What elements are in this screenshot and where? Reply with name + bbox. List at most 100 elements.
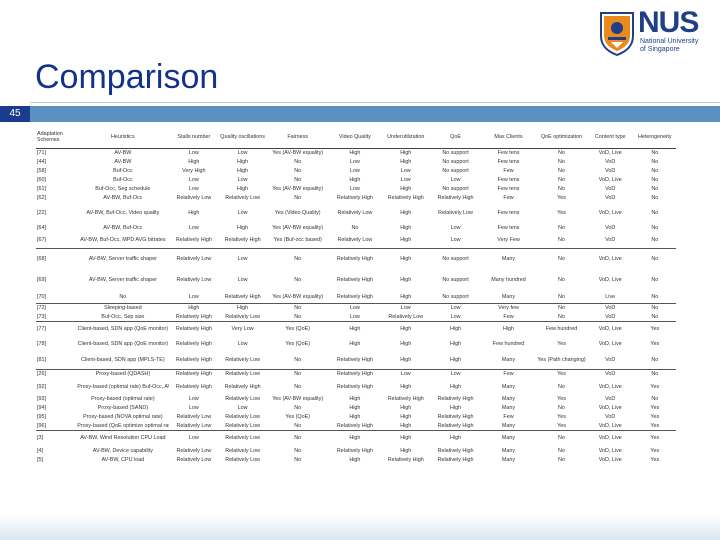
table-row: [60] Buf-Occ Low Low No High Low Low Few tens No V… bbox=[36, 176, 676, 185]
column-header: Max Clients bbox=[480, 126, 537, 149]
table-cell: High bbox=[237, 186, 249, 192]
table-cell: [92] bbox=[37, 383, 46, 390]
column-header: QoE bbox=[430, 126, 481, 149]
table-cell: Proxy-based (optimal rate) Buf-Occ, AV-B… bbox=[77, 383, 170, 390]
table-cell: Few tens bbox=[497, 225, 520, 231]
table-cell: [61] bbox=[37, 186, 46, 192]
table-cell: Few hundred bbox=[536, 321, 587, 337]
table-cell: No bbox=[651, 168, 659, 174]
table-cell: Proxy-based (SAND) bbox=[97, 405, 149, 411]
table-cell: Yes bbox=[650, 341, 660, 347]
table-cell: Relatively Low bbox=[225, 447, 260, 454]
table-cell: Live bbox=[605, 293, 616, 300]
table-row: [77] Client-based, SDN app (QoE monitor) R… bbox=[36, 321, 676, 337]
table-cell: High bbox=[188, 159, 200, 165]
table-cell: High bbox=[400, 150, 412, 157]
table-cell: Yes (AV-BW equality) bbox=[272, 186, 324, 192]
table-cell: Few tens bbox=[497, 177, 520, 183]
table-header-row: Adaptation Schemes Heuristics Stalls numbe… bbox=[36, 126, 676, 149]
table-cell: Low bbox=[381, 369, 431, 379]
table-cell: No bbox=[266, 430, 329, 446]
table-cell: Yes bbox=[650, 447, 660, 454]
table-cell: [72] bbox=[36, 303, 77, 313]
table-cell: High bbox=[349, 150, 361, 157]
table-cell: Relatively High bbox=[437, 195, 474, 201]
table-row: [72] Sleeping-based High High No Low Low Low Ver… bbox=[36, 303, 676, 313]
table-cell: VoD bbox=[605, 396, 616, 402]
table-cell: High bbox=[400, 237, 412, 244]
table-cell: [77] bbox=[36, 321, 77, 337]
table-cell: Low bbox=[237, 150, 248, 157]
table-cell: Client-based, SDN app (MPLS-TE) bbox=[81, 357, 165, 364]
table-cell: Proxy-based (QDASH) bbox=[76, 369, 170, 379]
table-cell: Very few bbox=[480, 303, 537, 313]
table-cell: High bbox=[400, 277, 412, 283]
table-row: [5] AV-BW, CPU load Relatively Low Relative… bbox=[36, 456, 676, 465]
table-cell: VoD bbox=[605, 168, 616, 174]
table-cell: Yes bbox=[650, 383, 660, 390]
table-cell: Low bbox=[237, 277, 248, 283]
table-cell: No bbox=[558, 457, 565, 463]
table-cell: Low bbox=[349, 186, 360, 192]
table-cell: Low bbox=[450, 177, 461, 183]
table-cell: VoD, Live bbox=[598, 447, 622, 454]
table-cell: Low bbox=[349, 159, 360, 165]
table-cell: No bbox=[633, 248, 676, 270]
table-cell: Yes bbox=[557, 396, 566, 402]
table-row: [92] Proxy-based (optimal rate) Buf-Occ, … bbox=[36, 379, 676, 395]
table-cell: No bbox=[294, 447, 302, 454]
table-cell: Relatively Low bbox=[218, 369, 267, 379]
table-cell: VoD, Live bbox=[598, 177, 622, 183]
table-cell: [3] bbox=[36, 430, 77, 446]
table-cell: Relatively Low bbox=[218, 430, 267, 446]
table-cell: AV-BW, CPU load bbox=[101, 457, 145, 463]
table-cell: No bbox=[294, 357, 302, 364]
table-cell: Relatively High bbox=[437, 457, 474, 463]
table-cell: Proxy-based (QoE optimize optimal rate) bbox=[77, 422, 170, 429]
table-cell: High bbox=[400, 225, 412, 231]
table-cell: No bbox=[651, 237, 659, 244]
table-cell: VoD bbox=[605, 357, 616, 364]
column-header: Underutilization bbox=[381, 126, 431, 149]
table-cell: No bbox=[558, 237, 565, 244]
table-cell: Many bbox=[501, 383, 516, 390]
table-cell: Relatively High bbox=[169, 369, 219, 379]
table-cell: VoD, Live bbox=[586, 321, 634, 337]
table-cell: No bbox=[558, 177, 565, 183]
column-header: Video Quality bbox=[328, 126, 382, 149]
table-cell: High bbox=[381, 430, 431, 446]
table-cell: High bbox=[480, 321, 537, 337]
table-cell: High bbox=[188, 210, 200, 216]
table-row: [64] AV-BW, Buf-Occ Low High Yes (AV-BW equa… bbox=[36, 224, 676, 233]
table-cell: Low bbox=[188, 293, 199, 300]
table-cell: [95] bbox=[37, 414, 46, 420]
table-cell: Few bbox=[480, 369, 537, 379]
table-cell: VoD, Live bbox=[598, 457, 622, 463]
table-cell: VoD, Live bbox=[586, 430, 634, 446]
table-cell: Relatively High bbox=[336, 277, 373, 283]
table-cell: Very Low bbox=[218, 321, 267, 337]
table-cell: [5] bbox=[37, 457, 43, 463]
table-cell: Very High bbox=[182, 168, 206, 174]
table-cell: Yes (QoE) bbox=[285, 414, 311, 420]
table-cell: Few tens bbox=[497, 159, 520, 165]
table-cell: Relatively High bbox=[387, 396, 424, 402]
table-cell: Few bbox=[503, 168, 514, 174]
table-cell: Relatively High bbox=[224, 383, 261, 390]
table-cell: Yes bbox=[557, 210, 566, 216]
table-cell: Few hundred bbox=[492, 341, 525, 347]
table-cell: Relatively High bbox=[387, 195, 424, 201]
table-cell: [62] bbox=[37, 195, 46, 201]
table-cell: Relatively Low bbox=[388, 313, 424, 320]
table-cell: No bbox=[558, 447, 565, 454]
nus-crest-icon bbox=[600, 12, 634, 56]
table-cell: No bbox=[266, 303, 329, 313]
table-cell: No bbox=[294, 422, 302, 429]
table-cell: Low bbox=[188, 405, 199, 411]
table-cell: High bbox=[449, 405, 462, 411]
table-cell: Low bbox=[188, 150, 199, 157]
table-cell: Low bbox=[349, 313, 360, 320]
table-cell: No bbox=[651, 159, 659, 165]
table-cell: No bbox=[294, 313, 302, 320]
comparison-table: Adaptation Schemes Heuristics Stalls numbe… bbox=[36, 126, 676, 465]
